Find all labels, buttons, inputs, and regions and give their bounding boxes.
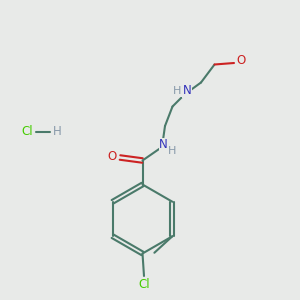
- Text: Cl: Cl: [21, 125, 33, 139]
- Text: N: N: [159, 138, 168, 151]
- Text: H: H: [173, 86, 181, 97]
- Text: H: H: [168, 146, 177, 156]
- Text: O: O: [236, 54, 245, 67]
- Text: Cl: Cl: [138, 278, 150, 292]
- Text: H: H: [52, 125, 62, 139]
- Text: N: N: [182, 84, 191, 98]
- Text: O: O: [108, 149, 117, 163]
